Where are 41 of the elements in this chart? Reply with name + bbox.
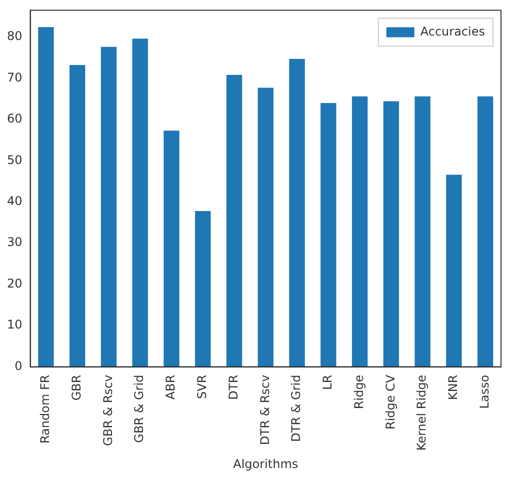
- x-tick-label: KNR: [446, 374, 460, 400]
- y-tick-label: 50: [6, 152, 22, 167]
- bar: [226, 74, 242, 367]
- bar: [132, 38, 148, 367]
- y-tick-label: 40: [6, 194, 22, 208]
- x-tick-label: DTR: [226, 374, 240, 400]
- x-tick-label: Kernel Ridge: [414, 374, 429, 451]
- x-tick-label: Random FR: [38, 374, 52, 444]
- bar: [414, 96, 430, 367]
- x-tick-label: GBR: [69, 374, 84, 401]
- x-tick-label: DTR & Rscv: [258, 374, 272, 445]
- y-tick-label: 70: [6, 70, 22, 84]
- x-tick-label: GBR & Rscv: [100, 374, 115, 446]
- bar: [258, 88, 274, 367]
- y-tick-label: 30: [6, 235, 22, 250]
- y-tick-label: 0: [14, 358, 22, 373]
- x-tick-label: Lasso: [477, 374, 492, 409]
- x-tick-label: LR: [320, 374, 335, 390]
- y-tick-label: 80: [6, 29, 22, 44]
- bar: [164, 130, 180, 367]
- x-tick-label: Ridge CV: [383, 374, 398, 430]
- bar: [289, 58, 305, 367]
- bar: [446, 174, 462, 367]
- bar: [320, 102, 336, 367]
- x-tick-label: DTR & Grid: [289, 374, 304, 442]
- bar: [195, 210, 211, 367]
- bar: [100, 46, 117, 367]
- x-tick-label: SVR: [194, 374, 209, 399]
- bar: [38, 27, 54, 367]
- legend-label: Accuracies: [420, 24, 486, 38]
- x-tick-label: Ridge: [352, 374, 366, 410]
- bar: [352, 96, 368, 367]
- x-tick-label: ABR: [164, 374, 178, 400]
- x-tick-label: GBR & Grid: [132, 374, 146, 443]
- y-tick-label: 20: [6, 276, 22, 290]
- y-tick-label: 10: [6, 318, 22, 332]
- bar: [69, 65, 86, 367]
- y-tick-label: 60: [6, 112, 22, 126]
- bar: [477, 96, 494, 367]
- bar: [383, 101, 400, 367]
- x-axis-title: Algorithms: [233, 456, 298, 471]
